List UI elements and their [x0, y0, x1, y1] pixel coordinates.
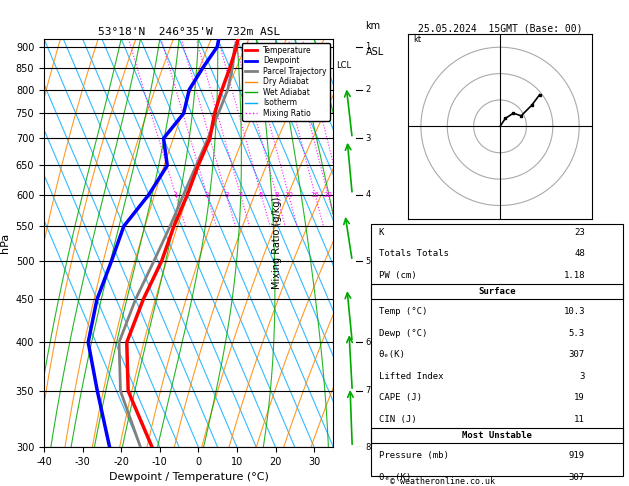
Text: 20: 20: [323, 191, 333, 198]
Text: Mixing Ratio (g/kg): Mixing Ratio (g/kg): [272, 197, 282, 289]
Y-axis label: hPa: hPa: [0, 233, 10, 253]
Text: Pressure (mb): Pressure (mb): [379, 451, 448, 460]
Text: CAPE (J): CAPE (J): [379, 393, 421, 402]
Text: Totals Totals: Totals Totals: [379, 249, 448, 259]
Text: 919: 919: [569, 451, 585, 460]
Text: 10: 10: [284, 191, 293, 198]
Text: ASL: ASL: [365, 47, 384, 57]
Text: CIN (J): CIN (J): [379, 415, 416, 424]
Text: © weatheronline.co.uk: © weatheronline.co.uk: [390, 477, 495, 486]
Legend: Temperature, Dewpoint, Parcel Trajectory, Dry Adiabat, Wet Adiabat, Isotherm, Mi: Temperature, Dewpoint, Parcel Trajectory…: [242, 43, 330, 121]
Text: 6: 6: [365, 338, 371, 347]
Text: 8: 8: [274, 191, 279, 198]
Text: 19: 19: [574, 393, 585, 402]
Text: θₑ (K): θₑ (K): [379, 473, 411, 482]
Text: 307: 307: [569, 473, 585, 482]
Text: 48: 48: [574, 249, 585, 259]
Title: 25.05.2024  15GMT (Base: 00): 25.05.2024 15GMT (Base: 00): [418, 23, 582, 33]
Text: Lifted Index: Lifted Index: [379, 372, 443, 381]
Title: 53°18'N  246°35'W  732m ASL: 53°18'N 246°35'W 732m ASL: [97, 27, 280, 37]
Text: 3: 3: [579, 372, 585, 381]
Text: PW (cm): PW (cm): [379, 271, 416, 280]
Text: 5: 5: [365, 257, 370, 265]
Text: 10.3: 10.3: [564, 307, 585, 316]
Text: 307: 307: [569, 350, 585, 359]
Text: kt: kt: [413, 35, 421, 44]
Text: 3: 3: [224, 191, 228, 198]
Text: 4: 4: [365, 190, 370, 199]
Text: K: K: [379, 228, 384, 237]
Text: 8: 8: [365, 443, 371, 451]
Text: 1.18: 1.18: [564, 271, 585, 280]
Text: θₑ(K): θₑ(K): [379, 350, 406, 359]
X-axis label: Dewpoint / Temperature (°C): Dewpoint / Temperature (°C): [109, 472, 269, 483]
Bar: [371, 428, 623, 443]
Text: Temp (°C): Temp (°C): [379, 307, 427, 316]
Text: 6: 6: [259, 191, 264, 198]
Text: 11: 11: [574, 415, 585, 424]
Bar: [371, 283, 623, 299]
Text: 5.3: 5.3: [569, 329, 585, 338]
Text: 3: 3: [365, 134, 371, 143]
Text: 7: 7: [365, 386, 371, 396]
Text: 23: 23: [574, 228, 585, 237]
Text: Dewp (°C): Dewp (°C): [379, 329, 427, 338]
Text: LCL: LCL: [337, 61, 352, 70]
Text: 2: 2: [204, 191, 209, 198]
Text: Most Unstable: Most Unstable: [462, 431, 532, 440]
Text: 4: 4: [238, 191, 243, 198]
Text: 2: 2: [365, 86, 370, 94]
Text: 16: 16: [311, 191, 320, 198]
Text: Surface: Surface: [478, 287, 516, 296]
Text: km: km: [365, 21, 381, 31]
Text: 1: 1: [174, 191, 178, 198]
Text: 1: 1: [365, 42, 370, 52]
